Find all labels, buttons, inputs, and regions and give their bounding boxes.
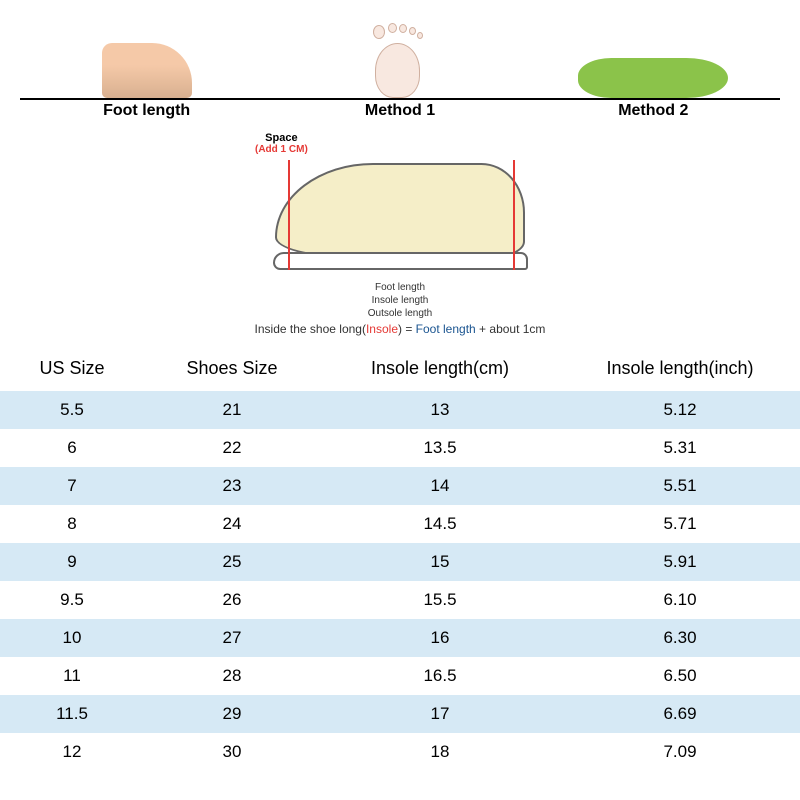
formula-suffix: + about 1cm xyxy=(476,322,546,336)
table-cell: 13 xyxy=(320,400,560,420)
table-cell: 18 xyxy=(320,742,560,762)
table-header-row: US Size Shoes Size Insole length(cm) Ins… xyxy=(0,350,800,391)
measure-line-front xyxy=(288,160,290,270)
table-cell: 14.5 xyxy=(320,514,560,534)
table-cell: 15 xyxy=(320,552,560,572)
footprint-icon xyxy=(367,23,432,98)
col-us-size: US Size xyxy=(0,358,144,379)
table-row: 62213.55.31 xyxy=(0,429,800,467)
table-cell: 28 xyxy=(144,666,320,686)
table-row: 723145.51 xyxy=(0,467,800,505)
table-cell: 5.91 xyxy=(560,552,800,572)
table-cell: 30 xyxy=(144,742,320,762)
table-cell: 10 xyxy=(0,628,144,648)
table-row: 82414.55.71 xyxy=(0,505,800,543)
measurement-formula: Inside the shoe long(Insole) = Foot leng… xyxy=(255,322,546,336)
table-cell: 21 xyxy=(144,400,320,420)
insole-icon xyxy=(578,58,728,98)
table-cell: 17 xyxy=(320,704,560,724)
table-cell: 5.31 xyxy=(560,438,800,458)
table-cell: 8 xyxy=(0,514,144,534)
table-cell: 24 xyxy=(144,514,320,534)
formula-insole: Insole xyxy=(366,322,398,336)
table-cell: 26 xyxy=(144,590,320,610)
table-cell: 7.09 xyxy=(560,742,800,762)
table-cell: 23 xyxy=(144,476,320,496)
table-row: 11.529176.69 xyxy=(0,695,800,733)
shoe-body-icon xyxy=(275,163,525,258)
foot-photo-icon xyxy=(102,43,192,98)
table-cell: 25 xyxy=(144,552,320,572)
table-cell: 11.5 xyxy=(0,704,144,724)
formula-prefix: Inside the shoe long( xyxy=(255,322,366,336)
table-cell: 12 xyxy=(0,742,144,762)
table-body: 5.521135.1262213.55.31723145.5182414.55.… xyxy=(0,391,800,771)
table-row: 5.521135.12 xyxy=(0,391,800,429)
table-cell: 15.5 xyxy=(320,590,560,610)
table-cell: 16.5 xyxy=(320,666,560,686)
table-cell: 5.5 xyxy=(0,400,144,420)
method-1: Method 1 xyxy=(273,23,526,120)
table-cell: 6.50 xyxy=(560,666,800,686)
foot-length-text: Foot length xyxy=(368,281,433,294)
table-cell: 13.5 xyxy=(320,438,560,458)
table-cell: 11 xyxy=(0,666,144,686)
col-insole-inch: Insole length(inch) xyxy=(560,358,800,379)
formula-mid: ) = xyxy=(398,322,416,336)
method-2-label: Method 2 xyxy=(527,98,780,120)
foot-length-label: Foot length xyxy=(20,98,273,120)
table-cell: 14 xyxy=(320,476,560,496)
measure-line-back xyxy=(513,160,515,270)
formula-foot: Foot length xyxy=(416,322,476,336)
table-cell: 6.10 xyxy=(560,590,800,610)
method-1-label: Method 1 xyxy=(273,98,526,120)
outsole-length-text: Outsole length xyxy=(368,307,433,320)
table-cell: 9 xyxy=(0,552,144,572)
shoe-diagram: Space (Add 1 CM) Foot length Insole leng… xyxy=(260,140,540,280)
table-cell: 7 xyxy=(0,476,144,496)
measurement-methods-header: Foot length Method 1 Method 2 xyxy=(0,0,800,120)
table-cell: 6.69 xyxy=(560,704,800,724)
table-row: 925155.91 xyxy=(0,543,800,581)
insole-length-text: Insole length xyxy=(368,294,433,307)
table-cell: 9.5 xyxy=(0,590,144,610)
space-text: Space xyxy=(265,132,297,144)
table-row: 1230187.09 xyxy=(0,733,800,771)
table-cell: 5.71 xyxy=(560,514,800,534)
size-chart-table: US Size Shoes Size Insole length(cm) Ins… xyxy=(0,350,800,771)
col-insole-cm: Insole length(cm) xyxy=(320,358,560,379)
table-row: 1027166.30 xyxy=(0,619,800,657)
method-2: Method 2 xyxy=(527,58,780,120)
table-row: 112816.56.50 xyxy=(0,657,800,695)
table-cell: 6 xyxy=(0,438,144,458)
shoe-diagram-area: Space (Add 1 CM) Foot length Insole leng… xyxy=(0,120,800,350)
diagram-length-labels: Foot length Insole length Outsole length xyxy=(368,281,433,320)
method-foot-length: Foot length xyxy=(20,43,273,120)
table-cell: 5.12 xyxy=(560,400,800,420)
table-cell: 29 xyxy=(144,704,320,724)
shoe-sole-icon xyxy=(273,252,528,270)
table-cell: 5.51 xyxy=(560,476,800,496)
table-cell: 6.30 xyxy=(560,628,800,648)
table-cell: 22 xyxy=(144,438,320,458)
table-cell: 16 xyxy=(320,628,560,648)
table-cell: 27 xyxy=(144,628,320,648)
col-shoes-size: Shoes Size xyxy=(144,358,320,379)
table-row: 9.52615.56.10 xyxy=(0,581,800,619)
